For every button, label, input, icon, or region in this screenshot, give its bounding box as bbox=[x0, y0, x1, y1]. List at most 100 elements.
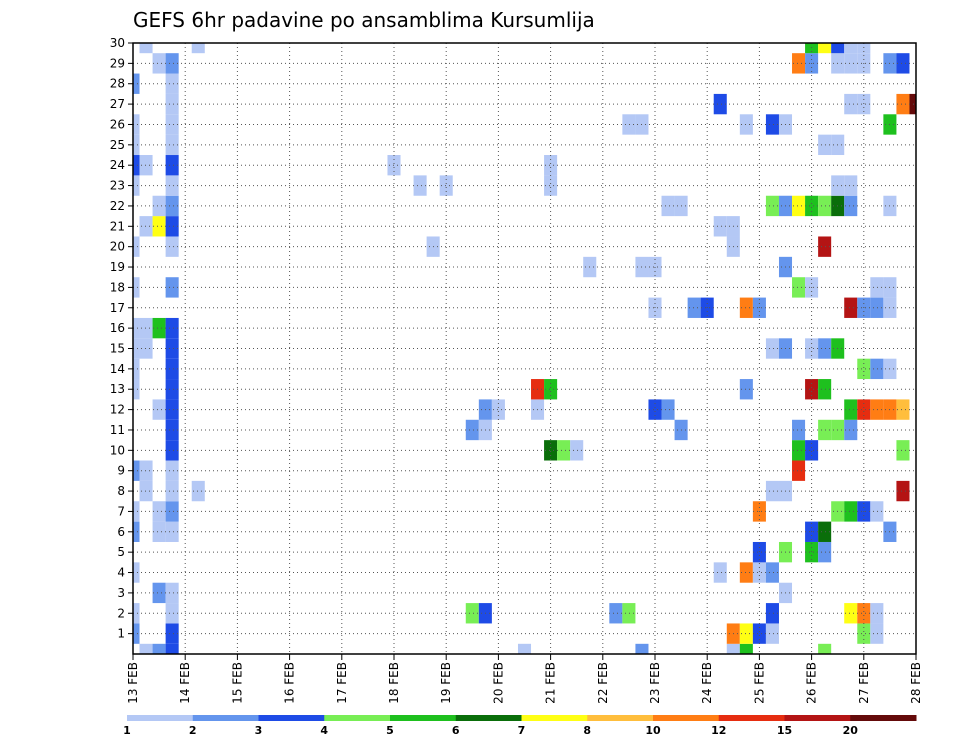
heatmap-cell bbox=[165, 582, 179, 604]
y-tick-label: 23 bbox=[110, 179, 125, 193]
heatmap-cell bbox=[165, 114, 179, 135]
x-tick-label: 27 FEB bbox=[857, 662, 871, 704]
heatmap-cell bbox=[165, 399, 179, 420]
heatmap-cell bbox=[765, 562, 779, 583]
y-tick-label: 9 bbox=[117, 464, 125, 478]
heatmap-cell bbox=[752, 562, 766, 583]
x-tick-label: 19 FEB bbox=[439, 662, 453, 704]
heatmap-cell bbox=[739, 623, 753, 644]
heatmap-cell bbox=[739, 643, 753, 654]
heatmap-cell bbox=[739, 114, 753, 135]
heatmap-cell bbox=[165, 216, 179, 237]
heatmap-cell bbox=[133, 358, 140, 380]
heatmap-cell bbox=[831, 43, 845, 54]
heatmap-cell bbox=[557, 440, 571, 461]
legend-label: 20 bbox=[843, 724, 859, 737]
heatmap-cell bbox=[896, 399, 910, 420]
heatmap-cell bbox=[870, 623, 884, 644]
legend-swatch bbox=[258, 715, 325, 721]
heatmap-cell bbox=[152, 643, 166, 654]
heatmap-cell bbox=[139, 338, 153, 359]
heatmap-cell bbox=[857, 43, 871, 54]
heatmap-cell bbox=[191, 480, 205, 502]
heatmap-cell bbox=[765, 480, 779, 502]
chart-grid bbox=[133, 42, 916, 654]
x-tick-label: 17 FEB bbox=[335, 662, 349, 704]
x-tick-label: 28 FEB bbox=[909, 662, 923, 704]
heatmap-cell bbox=[413, 175, 427, 196]
heatmap-cell bbox=[844, 297, 858, 318]
heatmap-cell bbox=[139, 643, 153, 654]
y-tick-label: 27 bbox=[110, 97, 125, 111]
x-axis: 13 FEB 14 FEB 15 FEB 16 FEB 17 FEB 18 FEB 19 F… bbox=[126, 654, 923, 704]
heatmap-cell bbox=[133, 155, 140, 176]
legend-label: 10 bbox=[645, 724, 661, 737]
y-tick-label: 5 bbox=[117, 545, 125, 559]
heatmap-cell bbox=[805, 338, 819, 359]
heatmap-cell bbox=[152, 521, 166, 542]
heatmap-cell bbox=[165, 195, 179, 217]
y-tick-label: 30 bbox=[110, 36, 125, 50]
heatmap-cell bbox=[870, 277, 884, 298]
heatmap-cell bbox=[139, 216, 153, 237]
heatmap-cell bbox=[818, 236, 832, 257]
heatmap-cell bbox=[152, 582, 166, 604]
legend-label: 8 bbox=[583, 724, 591, 737]
heatmap-cell bbox=[818, 195, 832, 217]
legend-label: 7 bbox=[518, 724, 526, 737]
heatmap-cells bbox=[133, 43, 916, 654]
heatmap-cell bbox=[792, 440, 806, 461]
y-tick-label: 19 bbox=[110, 260, 125, 274]
heatmap-cell bbox=[165, 53, 179, 74]
y-tick-label: 2 bbox=[117, 606, 125, 620]
heatmap-cell bbox=[165, 134, 179, 156]
heatmap-cell bbox=[792, 195, 806, 217]
heatmap-cell bbox=[818, 43, 832, 54]
heatmap-cell bbox=[491, 399, 505, 420]
heatmap-cell bbox=[739, 297, 753, 318]
heatmap-cell bbox=[844, 53, 858, 74]
heatmap-cell bbox=[792, 53, 806, 74]
heatmap-cell bbox=[805, 379, 819, 400]
y-tick-label: 28 bbox=[110, 77, 125, 91]
heatmap-cell bbox=[133, 521, 140, 542]
heatmap-cell bbox=[609, 603, 623, 624]
heatmap-cell bbox=[165, 358, 179, 380]
y-tick-label: 4 bbox=[117, 566, 125, 580]
legend-swatch bbox=[784, 715, 851, 721]
heatmap-cell bbox=[896, 93, 910, 115]
y-tick-label: 22 bbox=[110, 199, 125, 213]
heatmap-cell bbox=[152, 317, 166, 339]
heatmap-cell bbox=[139, 480, 153, 502]
heatmap-cell bbox=[165, 419, 179, 441]
heatmap-cell bbox=[857, 93, 871, 115]
heatmap-cell bbox=[818, 379, 832, 400]
heatmap-cell bbox=[133, 501, 140, 522]
heatmap-cell bbox=[792, 277, 806, 298]
heatmap-cell bbox=[857, 358, 871, 380]
legend-swatch bbox=[390, 715, 457, 721]
heatmap-cell bbox=[517, 643, 532, 654]
y-tick-label: 10 bbox=[110, 443, 125, 457]
x-tick-label: 20 FEB bbox=[491, 662, 505, 704]
heatmap-cell bbox=[713, 562, 727, 583]
heatmap-cell bbox=[544, 440, 558, 461]
legend-swatch bbox=[455, 715, 522, 721]
y-tick-label: 26 bbox=[110, 117, 125, 131]
x-tick-label: 21 FEB bbox=[544, 662, 558, 704]
heatmap-cell bbox=[857, 399, 871, 420]
heatmap-cell bbox=[765, 114, 779, 135]
heatmap-cell bbox=[805, 440, 819, 461]
heatmap-cell bbox=[139, 460, 153, 481]
y-tick-label: 18 bbox=[110, 280, 125, 294]
heatmap-cell bbox=[465, 603, 479, 624]
heatmap-cell bbox=[152, 195, 166, 217]
heatmap-cell bbox=[191, 43, 205, 54]
heatmap-cell bbox=[713, 216, 727, 237]
heatmap-cell bbox=[165, 73, 179, 94]
x-tick-label: 25 FEB bbox=[752, 662, 766, 704]
heatmap-cell bbox=[739, 562, 753, 583]
heatmap-cell bbox=[844, 43, 858, 54]
heatmap-cell bbox=[765, 338, 779, 359]
y-tick-label: 7 bbox=[117, 504, 125, 518]
